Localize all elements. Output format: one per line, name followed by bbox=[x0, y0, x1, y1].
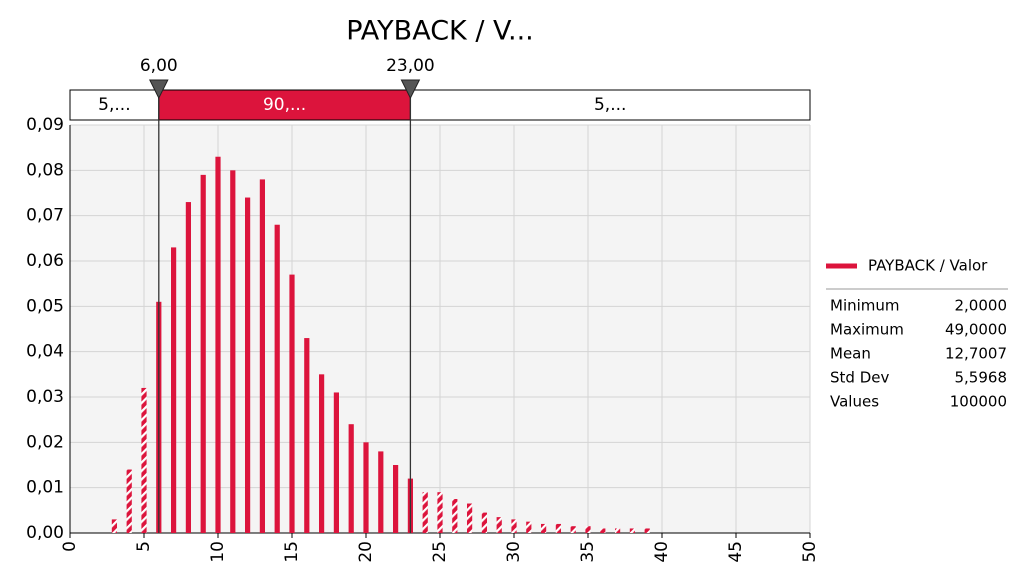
x-tick-label: 0 bbox=[60, 541, 80, 552]
bar bbox=[230, 170, 236, 534]
y-tick-label: 0,09 bbox=[26, 115, 64, 135]
bar bbox=[363, 442, 369, 533]
band-label: 90,... bbox=[263, 95, 306, 115]
band-segment bbox=[69, 89, 160, 121]
stat-label: Std Dev bbox=[830, 369, 889, 387]
stat-label: Mean bbox=[830, 345, 871, 363]
stat-value: 12,7007 bbox=[945, 345, 1007, 363]
legend-label: PAYBACK / Valor bbox=[868, 257, 988, 275]
bar bbox=[215, 156, 221, 533]
bar bbox=[274, 224, 280, 533]
x-tick-label: 40 bbox=[652, 541, 672, 563]
bar bbox=[393, 465, 399, 533]
y-tick-label: 0,01 bbox=[26, 478, 64, 498]
x-tick-label: 20 bbox=[356, 541, 376, 563]
bar bbox=[245, 197, 251, 534]
bar bbox=[467, 503, 473, 533]
y-tick-label: 0,07 bbox=[26, 206, 64, 226]
bar bbox=[526, 521, 532, 533]
y-tick-label: 0,08 bbox=[26, 160, 64, 180]
stat-label: Maximum bbox=[830, 321, 904, 339]
bar bbox=[141, 387, 147, 533]
delimiter-handle bbox=[148, 79, 169, 100]
y-tick-label: 0,02 bbox=[26, 432, 64, 452]
bar bbox=[185, 202, 191, 534]
stat-label: Values bbox=[830, 393, 879, 411]
x-tick-label: 15 bbox=[282, 541, 302, 563]
x-tick-label: 35 bbox=[578, 541, 598, 563]
bar bbox=[348, 424, 354, 533]
bar bbox=[452, 499, 458, 533]
bar bbox=[304, 338, 310, 533]
bar bbox=[333, 392, 339, 533]
bar bbox=[600, 528, 606, 533]
bar bbox=[319, 374, 325, 533]
x-tick-label: 50 bbox=[800, 541, 820, 563]
bar bbox=[629, 528, 635, 533]
x-tick-label: 5 bbox=[134, 541, 154, 552]
band-label: 5,... bbox=[594, 95, 626, 115]
stat-label: Minimum bbox=[830, 297, 900, 315]
bar bbox=[541, 523, 547, 533]
y-tick-label: 0,06 bbox=[26, 251, 64, 271]
x-tick-label: 45 bbox=[726, 541, 746, 563]
bar bbox=[570, 526, 576, 533]
bar bbox=[378, 451, 384, 533]
bar bbox=[496, 517, 502, 533]
y-tick-label: 0,05 bbox=[26, 296, 64, 316]
bar bbox=[615, 528, 621, 533]
bar bbox=[644, 528, 650, 533]
stat-value: 2,0000 bbox=[955, 297, 1008, 315]
bar bbox=[511, 519, 517, 533]
stat-value: 100000 bbox=[950, 393, 1007, 411]
x-tick-label: 30 bbox=[504, 541, 524, 563]
bar bbox=[289, 274, 295, 533]
y-tick-label: 0,03 bbox=[26, 387, 64, 407]
bar bbox=[437, 492, 443, 533]
band-label: 5,... bbox=[98, 95, 130, 115]
delimiter-label: 23,00 bbox=[386, 56, 435, 76]
bar bbox=[200, 174, 206, 533]
stat-value: 5,5968 bbox=[955, 369, 1008, 387]
stat-value: 49,0000 bbox=[945, 321, 1007, 339]
y-tick-label: 0,04 bbox=[26, 342, 64, 362]
chart-title: PAYBACK / V... bbox=[346, 16, 534, 47]
x-tick-label: 25 bbox=[430, 541, 450, 563]
y-tick-label: 0,00 bbox=[26, 523, 64, 543]
bar bbox=[171, 247, 177, 533]
bar bbox=[481, 512, 487, 533]
bar bbox=[585, 526, 591, 533]
bar bbox=[259, 179, 265, 533]
delimiter-handle bbox=[400, 79, 421, 100]
bar bbox=[422, 492, 428, 533]
x-tick-label: 10 bbox=[208, 541, 228, 563]
bar bbox=[111, 519, 117, 533]
delimiter-label: 6,00 bbox=[140, 56, 178, 76]
band-segment bbox=[409, 89, 811, 121]
bar bbox=[126, 469, 132, 533]
bar bbox=[555, 523, 561, 533]
